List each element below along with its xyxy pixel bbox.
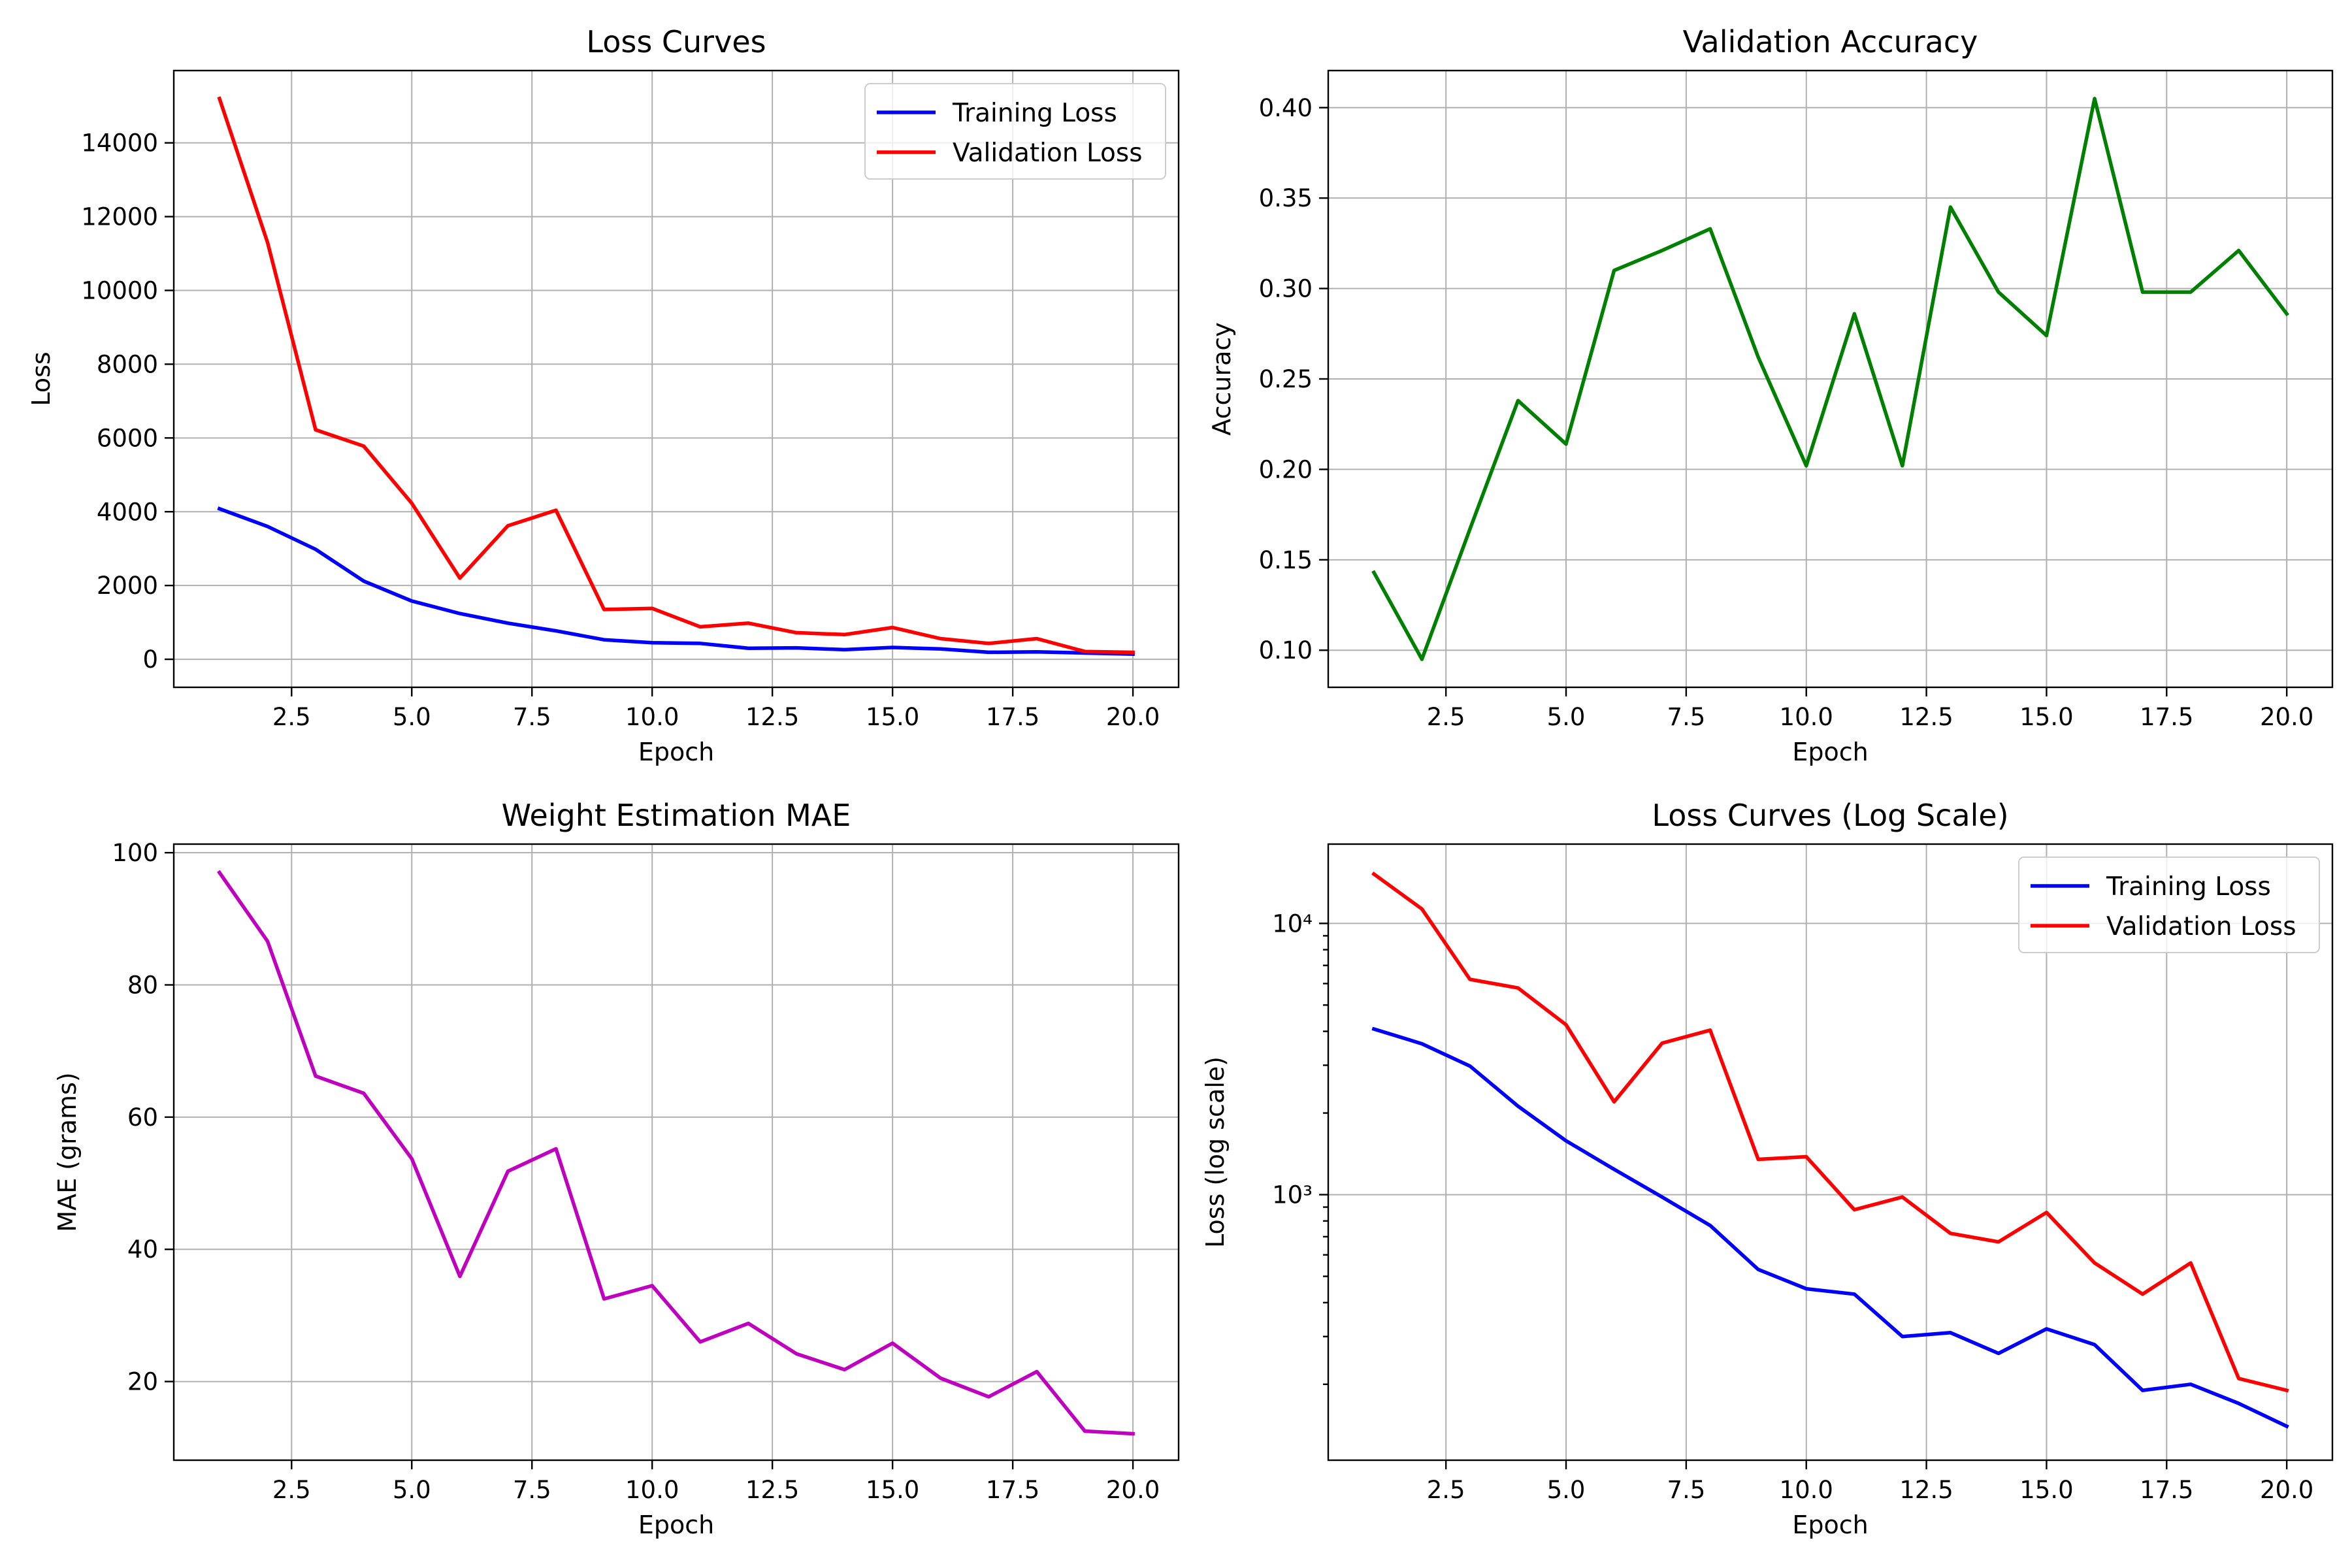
y-axis-label: Loss (log scale) [1201,1056,1230,1248]
legend-label: Training Loss [952,99,1117,128]
y-tick-label: 0.25 [1259,365,1313,393]
axes-frame [172,843,1180,1462]
y-tick-label: 0.40 [1259,94,1313,122]
x-axis-label: Epoch [1792,1511,1868,1539]
legend-label: Training Loss [2106,872,2271,902]
axes-frame [1327,843,2334,1462]
x-tick-label: 2.5 [272,1476,311,1504]
x-tick-label: 12.5 [1899,1476,1953,1504]
x-tick-label: 15.0 [866,1476,919,1504]
y-tick-label: 12000 [81,203,158,231]
y-tick-label: 10000 [81,276,158,304]
x-tick-label: 10.0 [1780,703,1833,731]
y-axis-label: Loss [27,351,56,406]
y-tick-label: 60 [127,1103,158,1132]
panel-acc: 2.5 5.0 7.5 10.0 12.5 15.0 17.5 20.0 0.10 0.15 0.2… [1207,24,2334,766]
axes-frame [172,69,1180,689]
legend-box [864,83,1166,180]
x-tick-label: 15.0 [866,703,919,731]
x-tick-label: 7.5 [513,703,551,731]
x-tick-label: 5.0 [1547,1476,1586,1504]
y-tick-label: 10⁴ [1272,909,1313,938]
y-tick-label: 14000 [81,129,158,157]
x-tick-label: 7.5 [513,1476,551,1504]
y-tick-label: 0.30 [1259,275,1313,303]
x-axis-label: Epoch [1792,738,1868,766]
x-tick-label: 5.0 [393,703,431,731]
series-line [217,870,1135,1436]
chart-title: Weight Estimation MAE [502,798,851,833]
legend-box [2018,857,2320,953]
y-tick-label: 100 [112,839,158,867]
x-tick-label: 17.5 [2140,1476,2193,1504]
series-line [217,506,1135,657]
series-line [1371,1026,2289,1429]
y-tick-label: 40 [127,1235,158,1264]
x-tick-label: 15.0 [2019,703,2073,731]
y-tick-label: 0.35 [1259,184,1313,212]
y-axis-label: Accuracy [1207,322,1236,436]
x-tick-label: 20.0 [2260,703,2313,731]
y-tick-label: 0.10 [1259,636,1313,664]
x-tick-label: 20.0 [1106,703,1160,731]
x-tick-label: 2.5 [1427,703,1465,731]
x-tick-label: 10.0 [625,703,679,731]
x-axis-label: Epoch [638,1511,714,1539]
x-tick-label: 17.5 [986,1476,1039,1504]
x-tick-label: 7.5 [1667,703,1705,731]
x-tick-label: 2.5 [1427,1476,1465,1504]
legend-label: Validation Loss [2106,912,2296,941]
chart-title: Validation Accuracy [1683,24,1978,59]
chart-title: Loss Curves (Log Scale) [1652,798,2008,833]
x-tick-label: 17.5 [986,703,1039,731]
x-tick-label: 12.5 [1899,703,1953,731]
y-tick-label: 8000 [97,350,158,378]
y-tick-label: 0.15 [1259,546,1313,574]
x-tick-label: 20.0 [1106,1476,1160,1504]
y-axis-label: MAE (grams) [53,1072,82,1232]
x-axis-label: Epoch [638,738,714,766]
x-tick-label: 17.5 [2140,703,2193,731]
y-tick-label: 10³ [1272,1181,1313,1209]
x-tick-label: 20.0 [2260,1476,2313,1504]
x-tick-label: 7.5 [1667,1476,1705,1504]
x-tick-label: 5.0 [393,1476,431,1504]
panel-loss: 2.5 5.0 7.5 10.0 12.5 15.0 17.5 20.0 0 2000 4000 60… [27,24,1180,766]
y-tick-label: 6000 [97,424,158,452]
panel-mae: 2.5 5.0 7.5 10.0 12.5 15.0 17.5 20.0 20 40 60 80 100… [53,798,1180,1539]
panel-logloss: 2.5 5.0 7.5 10.0 12.5 15.0 17.5 20.0 10³ 10⁴ Loss … [1201,798,2334,1539]
y-tick-label: 80 [127,972,158,1000]
x-tick-label: 10.0 [625,1476,679,1504]
x-tick-label: 5.0 [1547,703,1586,731]
x-tick-label: 12.5 [745,703,799,731]
y-tick-label: 0 [142,645,158,674]
y-tick-label: 4000 [97,498,158,526]
y-tick-label: 2000 [97,572,158,600]
x-tick-label: 12.5 [745,1476,799,1504]
x-tick-label: 15.0 [2019,1476,2073,1504]
y-tick-label: 0.20 [1259,455,1313,483]
series-line [1371,97,2289,661]
x-tick-label: 10.0 [1780,1476,1833,1504]
chart-title: Loss Curves [586,24,766,59]
x-tick-label: 2.5 [272,703,311,731]
y-tick-label: 20 [127,1368,158,1396]
series-line [1371,871,2289,1393]
series-line [217,96,1135,655]
axes-frame [1327,69,2334,689]
legend-label: Validation Loss [953,139,1143,168]
